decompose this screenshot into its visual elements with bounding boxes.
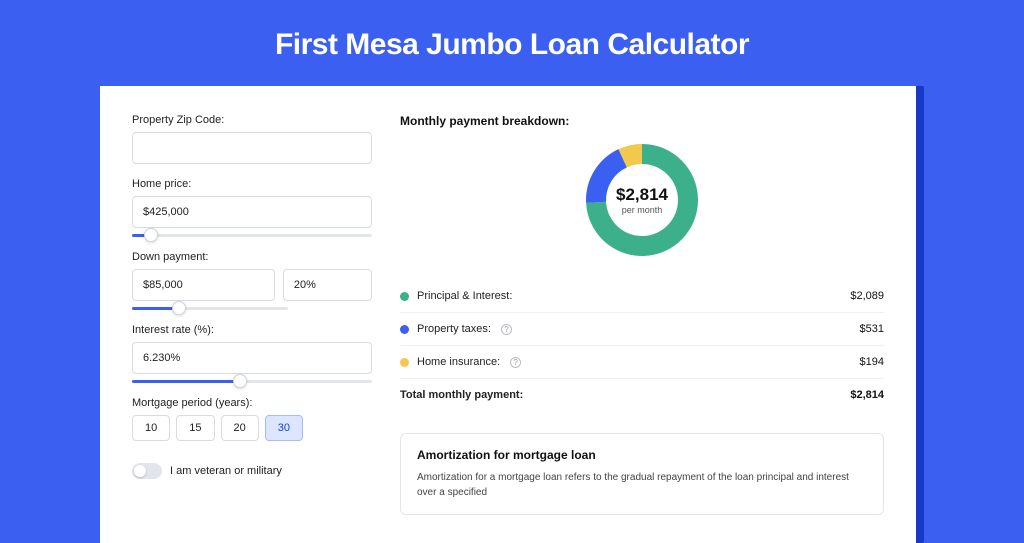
total-label: Total monthly payment: [400, 389, 523, 401]
legend-list: Principal & Interest: $2,089 Property taxe… [400, 280, 884, 379]
zip-field-group: Property Zip Code: [132, 114, 372, 164]
legend-left: Property taxes:? [400, 323, 512, 335]
interest-rate-slider-thumb[interactable] [233, 374, 247, 388]
period-btn-20[interactable]: 20 [221, 415, 259, 441]
donut-amount: $2,814 [616, 185, 668, 205]
legend-label: Home insurance: [417, 356, 500, 368]
legend-value: $2,089 [850, 290, 884, 302]
home-price-slider-thumb[interactable] [144, 228, 158, 242]
donut-chart-wrap: $2,814 per month [400, 140, 884, 260]
down-payment-field-group: Down payment: [132, 251, 372, 310]
zip-input[interactable] [132, 132, 372, 164]
info-icon[interactable]: ? [510, 357, 521, 368]
card-shadow: Property Zip Code: Home price: Down paym… [100, 86, 924, 543]
legend-row: Home insurance:? $194 [400, 346, 884, 379]
mortgage-period-field-group: Mortgage period (years): 1015 2030 [132, 397, 372, 441]
mortgage-period-buttons: 1015 2030 [132, 415, 372, 441]
legend-dot-icon [400, 292, 409, 301]
page-title: First Mesa Jumbo Loan Calculator [0, 0, 1024, 86]
total-value: $2,814 [850, 389, 884, 401]
amortization-box: Amortization for mortgage loan Amortizat… [400, 433, 884, 515]
down-payment-slider-thumb[interactable] [172, 301, 186, 315]
form-column: Property Zip Code: Home price: Down paym… [132, 114, 372, 515]
home-price-field-group: Home price: [132, 178, 372, 237]
interest-rate-input[interactable] [132, 342, 372, 374]
veteran-toggle-knob [134, 465, 146, 477]
down-payment-slider[interactable] [132, 307, 288, 310]
info-icon[interactable]: ? [501, 324, 512, 335]
down-payment-percent-input[interactable] [283, 269, 372, 301]
total-row: Total monthly payment: $2,814 [400, 379, 884, 411]
interest-rate-field-group: Interest rate (%): [132, 324, 372, 383]
veteran-toggle[interactable] [132, 463, 162, 479]
legend-left: Principal & Interest: [400, 290, 512, 302]
breakdown-title: Monthly payment breakdown: [400, 114, 884, 128]
amortization-title: Amortization for mortgage loan [417, 448, 867, 462]
donut-sub: per month [616, 205, 668, 215]
legend-row: Property taxes:? $531 [400, 313, 884, 346]
breakdown-column: Monthly payment breakdown: $2,814 per mo… [400, 114, 884, 515]
down-payment-label: Down payment: [132, 251, 372, 263]
donut-chart: $2,814 per month [582, 140, 702, 260]
legend-label: Principal & Interest: [417, 290, 512, 302]
interest-rate-slider-fill [132, 380, 240, 383]
interest-rate-label: Interest rate (%): [132, 324, 372, 336]
total-label-wrap: Total monthly payment: [400, 389, 523, 401]
legend-label: Property taxes: [417, 323, 491, 335]
period-btn-10[interactable]: 10 [132, 415, 170, 441]
legend-row: Principal & Interest: $2,089 [400, 280, 884, 313]
legend-value: $531 [860, 323, 884, 335]
calculator-card: Property Zip Code: Home price: Down paym… [100, 86, 916, 543]
home-price-input[interactable] [132, 196, 372, 228]
mortgage-period-label: Mortgage period (years): [132, 397, 372, 409]
period-btn-30[interactable]: 30 [265, 415, 303, 441]
amortization-text: Amortization for a mortgage loan refers … [417, 470, 867, 500]
period-btn-15[interactable]: 15 [176, 415, 214, 441]
veteran-label: I am veteran or military [170, 465, 282, 477]
down-payment-amount-input[interactable] [132, 269, 275, 301]
zip-label: Property Zip Code: [132, 114, 372, 126]
veteran-toggle-row: I am veteran or military [132, 463, 372, 479]
home-price-slider[interactable] [132, 234, 372, 237]
legend-dot-icon [400, 358, 409, 367]
legend-left: Home insurance:? [400, 356, 521, 368]
legend-dot-icon [400, 325, 409, 334]
interest-rate-slider[interactable] [132, 380, 372, 383]
donut-center: $2,814 per month [616, 185, 668, 215]
home-price-label: Home price: [132, 178, 372, 190]
legend-value: $194 [860, 356, 884, 368]
down-payment-row [132, 269, 372, 301]
